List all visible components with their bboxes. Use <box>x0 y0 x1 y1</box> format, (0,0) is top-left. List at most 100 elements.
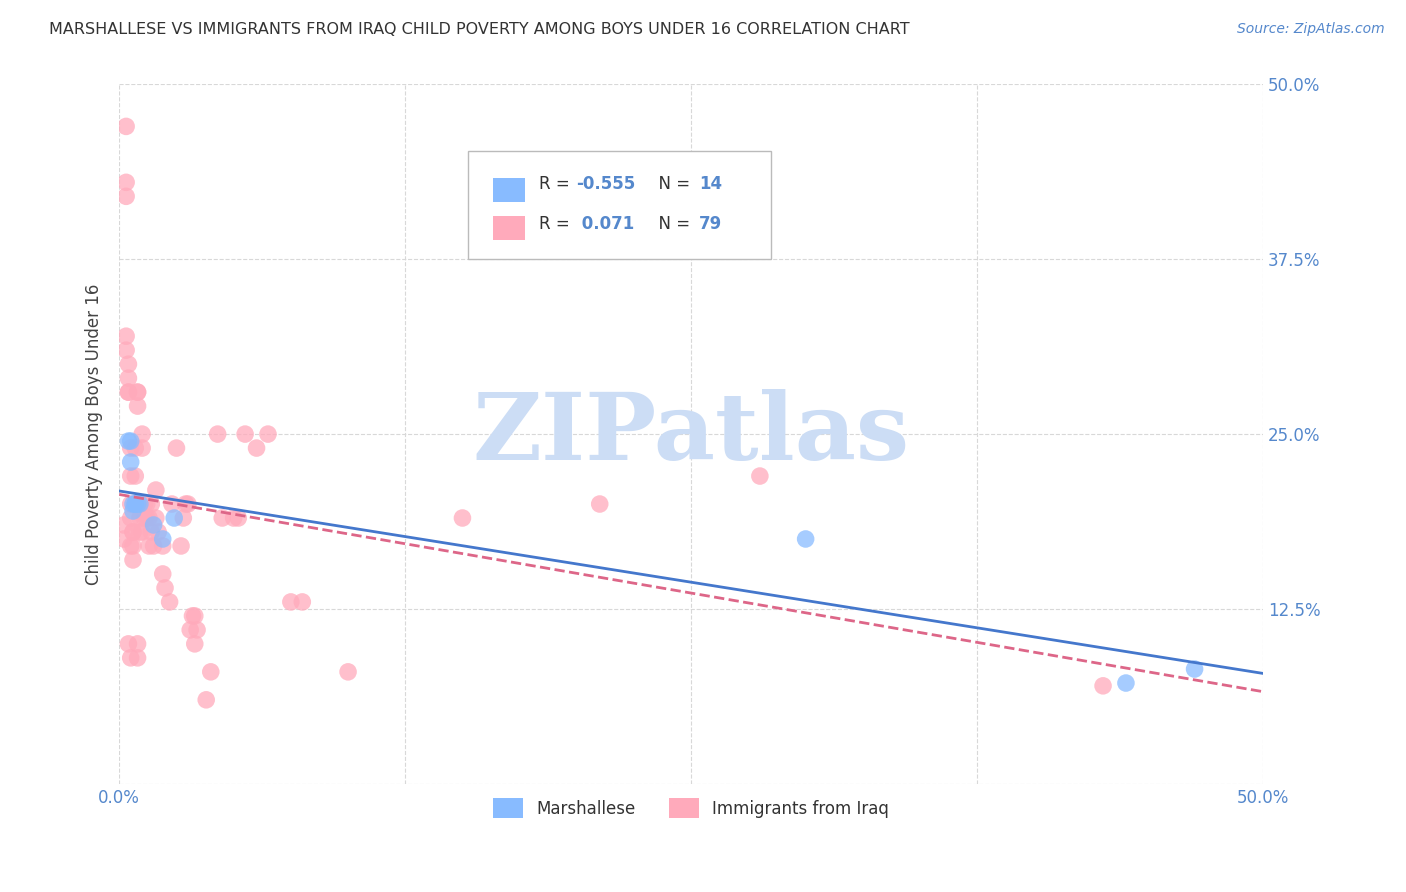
Point <box>120 455 142 469</box>
Text: R =: R = <box>538 175 575 193</box>
Point <box>131 441 153 455</box>
Point <box>141 497 163 511</box>
Point <box>122 504 145 518</box>
Point <box>177 497 200 511</box>
Point <box>117 357 139 371</box>
Point <box>128 497 150 511</box>
Point <box>124 441 146 455</box>
Point <box>207 427 229 442</box>
Point <box>1184 662 1206 676</box>
Point <box>134 497 156 511</box>
Point <box>200 665 222 679</box>
Point <box>451 511 474 525</box>
Point <box>122 497 145 511</box>
Text: N =: N = <box>648 215 695 234</box>
Point <box>160 497 183 511</box>
Point <box>184 608 207 623</box>
Point <box>184 637 207 651</box>
FancyBboxPatch shape <box>494 216 526 240</box>
Point <box>280 595 302 609</box>
Point <box>166 441 188 455</box>
Point <box>138 511 160 525</box>
Point <box>115 120 138 134</box>
Point <box>135 497 157 511</box>
Point <box>152 532 174 546</box>
Point <box>142 518 165 533</box>
Point <box>127 497 149 511</box>
Point <box>138 539 160 553</box>
Point <box>748 469 770 483</box>
Point <box>337 665 360 679</box>
Text: 14: 14 <box>699 175 723 193</box>
Text: ZIPatlas: ZIPatlas <box>472 389 910 479</box>
Text: Source: ZipAtlas.com: Source: ZipAtlas.com <box>1237 22 1385 37</box>
Text: 79: 79 <box>699 215 723 234</box>
Point <box>122 539 145 553</box>
Point <box>174 497 197 511</box>
Point <box>120 497 142 511</box>
Point <box>112 532 135 546</box>
Point <box>128 497 150 511</box>
Point <box>120 539 142 553</box>
Legend: Marshallese, Immigrants from Iraq: Marshallese, Immigrants from Iraq <box>486 792 896 824</box>
Point <box>179 623 201 637</box>
Point <box>115 329 138 343</box>
Text: R =: R = <box>538 215 575 234</box>
Y-axis label: Child Poverty Among Boys Under 16: Child Poverty Among Boys Under 16 <box>86 284 103 585</box>
Point <box>222 511 245 525</box>
Point <box>226 511 249 525</box>
Point <box>181 608 204 623</box>
Point <box>127 651 149 665</box>
Point <box>142 539 165 553</box>
Point <box>153 581 176 595</box>
Point <box>120 434 142 448</box>
Point <box>257 427 280 442</box>
FancyBboxPatch shape <box>494 178 526 202</box>
Text: N =: N = <box>648 175 695 193</box>
Point <box>122 524 145 539</box>
Point <box>141 524 163 539</box>
Point <box>128 524 150 539</box>
Point <box>131 524 153 539</box>
Point <box>120 511 142 525</box>
Point <box>146 524 169 539</box>
Point <box>589 497 612 511</box>
Point <box>211 511 233 525</box>
Point <box>127 637 149 651</box>
Point <box>115 175 138 189</box>
Point <box>135 511 157 525</box>
Text: MARSHALLESE VS IMMIGRANTS FROM IRAQ CHILD POVERTY AMONG BOYS UNDER 16 CORRELATIO: MARSHALLESE VS IMMIGRANTS FROM IRAQ CHIL… <box>49 22 910 37</box>
Point <box>186 623 208 637</box>
Point <box>127 385 149 400</box>
Point <box>127 399 149 413</box>
Point <box>233 427 256 442</box>
Point <box>291 595 314 609</box>
Point <box>794 532 817 546</box>
Point <box>128 511 150 525</box>
Point <box>152 566 174 581</box>
Point <box>117 385 139 400</box>
Point <box>120 651 142 665</box>
Point <box>117 385 139 400</box>
Point <box>245 441 267 455</box>
Point <box>172 511 194 525</box>
Point <box>122 553 145 567</box>
Point <box>124 497 146 511</box>
Point <box>1092 679 1115 693</box>
Point <box>145 483 167 497</box>
Point <box>115 189 138 203</box>
Point <box>124 469 146 483</box>
Point <box>120 469 142 483</box>
Point <box>134 511 156 525</box>
Text: 0.071: 0.071 <box>575 215 634 234</box>
Point <box>195 693 218 707</box>
Point <box>117 434 139 448</box>
Point <box>117 371 139 385</box>
Point <box>127 385 149 400</box>
Point <box>159 595 181 609</box>
Point <box>124 497 146 511</box>
Text: -0.555: -0.555 <box>575 175 636 193</box>
Point <box>145 511 167 525</box>
Point <box>120 441 142 455</box>
Point <box>117 637 139 651</box>
